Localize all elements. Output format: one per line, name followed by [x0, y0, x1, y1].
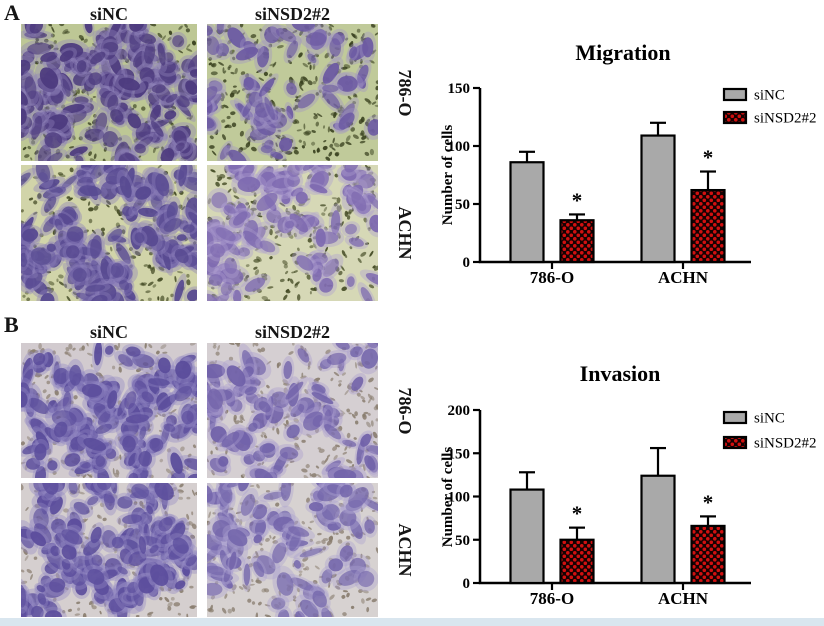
panel-b-col-header-sinc: siNC	[89, 322, 128, 342]
svg-text:50: 50	[455, 197, 470, 213]
panel-a-row-label-achn: ACHN	[395, 206, 415, 260]
micrograph-invasion-786o-sinsd2	[207, 343, 378, 478]
svg-text:siNSD2#2: siNSD2#2	[754, 436, 817, 452]
svg-text:siNC: siNC	[754, 88, 785, 104]
invasion-bar-chart: Invasion Number of cells 0 50 100 150 200 786-O…	[440, 348, 824, 620]
svg-text:*: *	[572, 502, 583, 526]
svg-text:siNSD2#2: siNSD2#2	[754, 111, 817, 127]
micrograph-migration-achn-sinsd2	[207, 165, 378, 301]
panel-a-col-header-sinsd2: siNSD2#2	[254, 4, 330, 24]
svg-text:100: 100	[448, 490, 471, 506]
panel-a-col-header-sinc: siNC	[89, 4, 128, 24]
svg-text:siNC: siNC	[754, 411, 785, 427]
svg-text:100: 100	[448, 139, 471, 155]
svg-text:0: 0	[463, 255, 471, 271]
micrograph-migration-786o-sinc	[21, 24, 197, 161]
svg-text:786-O: 786-O	[530, 268, 574, 287]
micrograph-invasion-786o-sinc	[21, 343, 197, 478]
svg-text:0: 0	[463, 576, 471, 592]
panel-b-row-label-achn: ACHN	[395, 523, 415, 577]
micrograph-invasion-achn-sinc	[21, 483, 197, 617]
micrograph-migration-achn-sinc	[21, 165, 197, 301]
svg-text:786-O: 786-O	[530, 589, 574, 608]
svg-text:ACHN: ACHN	[658, 589, 709, 608]
svg-text:Invasion: Invasion	[580, 361, 661, 386]
svg-text:*: *	[572, 188, 583, 212]
svg-text:50: 50	[455, 533, 470, 549]
svg-text:150: 150	[448, 446, 471, 462]
svg-text:200: 200	[448, 403, 471, 419]
footer-strip	[0, 618, 824, 626]
panel-b-label: B	[4, 312, 19, 337]
svg-text:Number of cells: Number of cells	[440, 447, 456, 548]
micrograph-migration-786o-sinsd2	[207, 24, 378, 161]
svg-text:150: 150	[448, 81, 471, 97]
svg-text:Number of cells: Number of cells	[440, 125, 456, 226]
svg-text:*: *	[703, 490, 714, 514]
panel-b-row-label-786o: 786-O	[395, 387, 415, 435]
svg-text:ACHN: ACHN	[658, 268, 709, 287]
panel-a-row-label-786o: 786-O	[395, 69, 415, 117]
svg-text:*: *	[703, 146, 714, 170]
migration-bar-chart: Migration Number of cells 0 50 100 150 786-O * A…	[440, 20, 824, 320]
panel-b-col-header-sinsd2: siNSD2#2	[254, 322, 330, 342]
micrograph-invasion-achn-sinsd2	[207, 483, 378, 617]
panel-a-label: A	[4, 0, 20, 25]
svg-text:Migration: Migration	[575, 40, 670, 65]
